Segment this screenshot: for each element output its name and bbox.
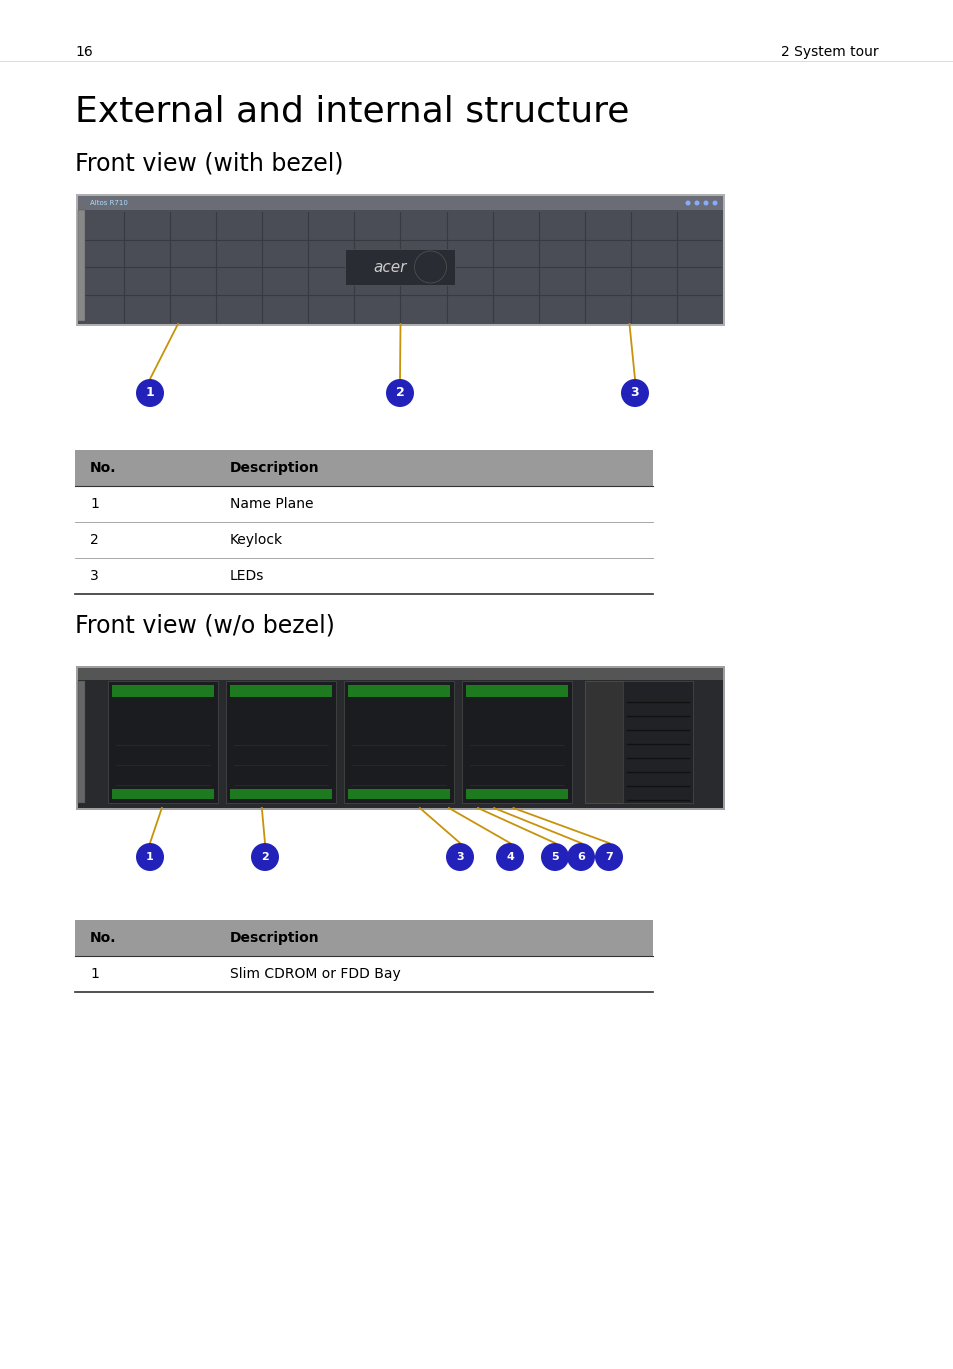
Text: Slim CDROM or FDD Bay: Slim CDROM or FDD Bay (230, 967, 400, 982)
Text: acer: acer (374, 260, 407, 275)
Circle shape (685, 200, 690, 205)
Text: 1: 1 (146, 852, 153, 862)
Text: LEDs: LEDs (230, 570, 264, 583)
Bar (78, 196, 722, 209)
Bar (78, 668, 722, 808)
Text: 16: 16 (75, 45, 92, 59)
Bar (622, 680, 692, 804)
Circle shape (620, 379, 648, 407)
Text: Description: Description (230, 931, 319, 945)
Circle shape (566, 843, 595, 871)
Text: Description: Description (230, 461, 319, 475)
Bar (584, 680, 692, 804)
Text: 1: 1 (90, 967, 99, 982)
Text: No.: No. (90, 461, 116, 475)
Text: Keylock: Keylock (230, 533, 283, 548)
Bar (461, 680, 572, 804)
Bar (78, 680, 85, 804)
Text: Name Plane: Name Plane (230, 497, 314, 511)
Bar (230, 789, 332, 799)
Text: 2: 2 (395, 386, 404, 400)
Bar (108, 680, 218, 804)
Bar (78, 209, 85, 320)
Text: 7: 7 (604, 852, 612, 862)
Text: 5: 5 (551, 852, 558, 862)
Text: 3: 3 (630, 386, 639, 400)
Text: 2: 2 (90, 533, 99, 548)
Circle shape (712, 200, 717, 205)
Text: 6: 6 (577, 852, 584, 862)
Text: No.: No. (90, 931, 116, 945)
Bar (78, 196, 722, 324)
Circle shape (540, 843, 568, 871)
Text: External and internal structure: External and internal structure (75, 94, 629, 129)
Bar (465, 789, 567, 799)
Bar (76, 665, 724, 810)
Text: 3: 3 (90, 570, 99, 583)
Circle shape (251, 843, 278, 871)
Bar (230, 684, 332, 697)
Circle shape (414, 251, 446, 283)
Bar (75, 450, 652, 486)
Bar (75, 920, 652, 956)
Text: 2: 2 (261, 852, 269, 862)
Bar (345, 249, 455, 285)
Bar (78, 668, 722, 680)
Text: Altos R710: Altos R710 (90, 200, 128, 205)
Text: 1: 1 (90, 497, 99, 511)
Bar (112, 789, 213, 799)
Text: 3: 3 (456, 852, 463, 862)
Bar (344, 680, 454, 804)
Circle shape (136, 379, 164, 407)
Text: 1: 1 (146, 386, 154, 400)
Bar (226, 680, 335, 804)
Circle shape (446, 843, 474, 871)
Circle shape (136, 843, 164, 871)
Circle shape (386, 379, 414, 407)
Bar (76, 194, 724, 326)
Bar (348, 789, 450, 799)
Circle shape (702, 200, 708, 205)
Bar (348, 684, 450, 697)
Bar (465, 684, 567, 697)
Text: 4: 4 (505, 852, 514, 862)
Circle shape (496, 843, 523, 871)
Bar (112, 684, 213, 697)
Circle shape (694, 200, 699, 205)
Text: Front view (with bezel): Front view (with bezel) (75, 152, 343, 177)
Text: Front view (w/o bezel): Front view (w/o bezel) (75, 613, 335, 637)
Circle shape (595, 843, 622, 871)
Text: 2 System tour: 2 System tour (781, 45, 878, 59)
